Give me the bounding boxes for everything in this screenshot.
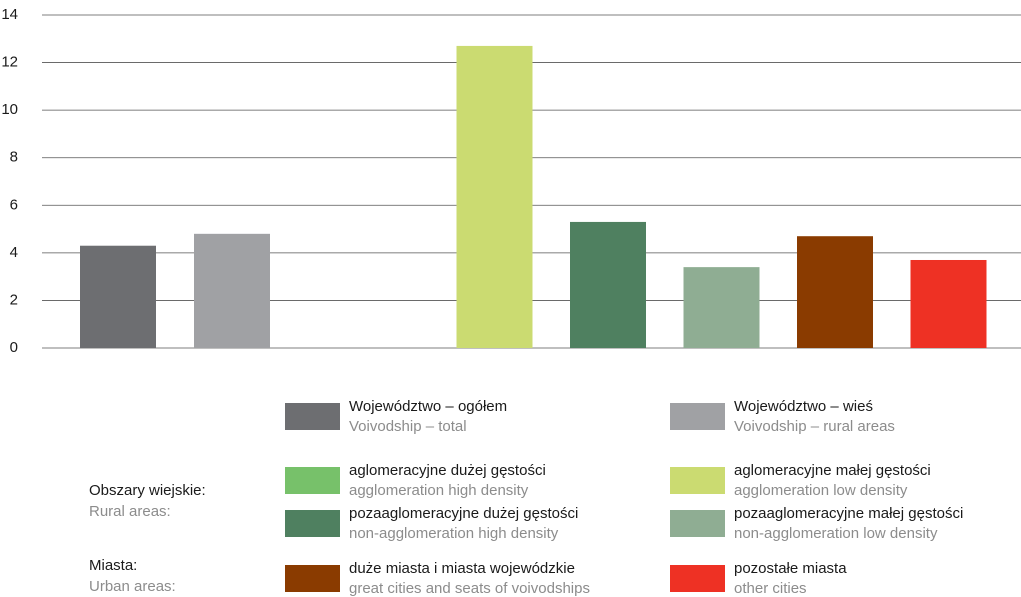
y-tick-label: 12 bbox=[1, 54, 18, 71]
y-tick-label: 4 bbox=[10, 244, 18, 261]
legend-label: Województwo – ogółem bbox=[349, 398, 507, 415]
legend-label: pozostałe miasta bbox=[734, 560, 847, 577]
legend-swatch bbox=[670, 565, 725, 592]
legend-label: duże miasta i miasta wojewódzkie bbox=[349, 560, 575, 577]
legend-swatch bbox=[285, 467, 340, 494]
legend-swatch bbox=[285, 565, 340, 592]
legend-label: aglomeracyjne dużej gęstości bbox=[349, 462, 546, 479]
bar bbox=[456, 45, 533, 349]
bar bbox=[797, 236, 873, 348]
legend-swatch bbox=[285, 510, 340, 537]
legend-label: aglomeracyjne małej gęstości bbox=[734, 462, 931, 479]
y-tick-label: 10 bbox=[1, 101, 18, 118]
legend-sublabel: agglomeration low density bbox=[734, 482, 908, 499]
legend-sublabel: Voivodship – rural areas bbox=[734, 418, 895, 435]
group-sublabel: Urban areas: bbox=[89, 578, 176, 595]
legend-sublabel: non-agglomeration low density bbox=[734, 525, 938, 542]
legend-sublabel: agglomeration high density bbox=[349, 482, 529, 499]
legend-sublabel: other cities bbox=[734, 580, 807, 597]
bar bbox=[683, 267, 760, 348]
y-tick-label: 2 bbox=[10, 291, 18, 308]
bar bbox=[570, 221, 646, 348]
group-sublabel: Rural areas: bbox=[89, 503, 171, 520]
legend-sublabel: non-agglomeration high density bbox=[349, 525, 559, 542]
legend-swatch bbox=[670, 403, 725, 430]
bar bbox=[80, 245, 156, 348]
legend-swatch bbox=[670, 510, 725, 537]
legend-label: pozaaglomeracyjne małej gęstości bbox=[734, 505, 963, 522]
legend-swatch bbox=[285, 403, 340, 430]
legend-sublabel: Voivodship – total bbox=[349, 418, 467, 435]
y-tick-label: 14 bbox=[1, 6, 18, 23]
group-label: Miasta: bbox=[89, 557, 137, 574]
legend-swatch bbox=[670, 467, 725, 494]
y-tick-label: 6 bbox=[10, 196, 18, 213]
group-label: Obszary wiejskie: bbox=[89, 482, 206, 499]
legend-sublabel: great cities and seats of voivodships bbox=[349, 580, 590, 597]
y-tick-label: 8 bbox=[10, 149, 18, 166]
bar bbox=[194, 233, 270, 348]
y-tick-label: 0 bbox=[10, 339, 18, 356]
bar bbox=[910, 259, 987, 348]
legend-label: pozaaglomeracyjne dużej gęstości bbox=[349, 505, 578, 522]
legend-label: Województwo – wieś bbox=[734, 398, 873, 415]
